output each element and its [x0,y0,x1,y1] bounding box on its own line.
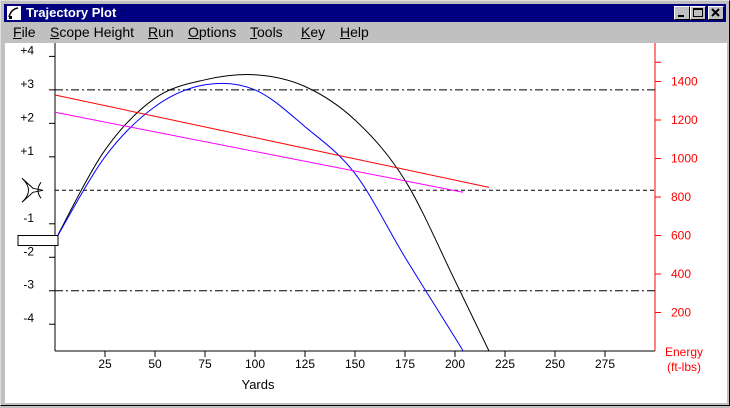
left-tick-label: +3 [20,77,34,91]
close-icon [711,8,720,17]
left-tick-label: +1 [20,144,34,158]
left-tick-label: -3 [23,278,34,292]
right-tick-label: 1200 [671,113,698,127]
left-tick-label: -1 [23,211,34,225]
x-tick-label: 100 [245,357,265,371]
menu-help[interactable]: Help [340,24,369,40]
series-line-3 [54,111,464,193]
left-tick-label: +2 [20,110,34,124]
left-tick-label: -4 [23,311,34,325]
title-bar: Trajectory Plot [4,4,726,22]
x-tick-label: 75 [198,357,212,371]
series-line-0 [54,74,490,352]
x-tick-label: 250 [545,357,565,371]
menu-bar: File Scope Height Run Options Tools Key … [4,22,726,42]
series-line-1 [54,82,464,352]
maximize-icon [693,8,703,17]
right-tick-label: 800 [671,190,691,204]
left-tick-label: +4 [20,43,34,57]
series-line-2 [54,94,490,188]
x-tick-label: 125 [295,357,315,371]
reticle-arc [37,182,42,199]
minimize-icon [678,15,684,17]
menu-file[interactable]: File [13,24,36,40]
x-tick-label: 275 [595,357,615,371]
x-tick-label: 225 [495,357,515,371]
x-tick-label: 175 [395,357,415,371]
trajectory-chart: 25 50 75 100 125 150 175 200 225 250 275 Yards +4 +3 +… [17,43,703,392]
barrel-icon [17,235,59,247]
plot-area: 25 50 75 100 125 150 175 200 225 250 275 Yards +4 +3 +… [5,43,727,403]
rifle-scope-app-icon [7,6,21,20]
right-tick-label: 1400 [671,75,698,89]
right-tick-label: 200 [671,306,691,320]
menu-run[interactable]: Run [148,24,174,40]
right-axis-label-line1: Energy [665,345,703,359]
right-tick-label: 600 [671,229,691,243]
right-axis-label-line2: (ft-lbs) [667,360,701,374]
minimize-button[interactable] [674,6,690,20]
right-tick-label: 400 [671,267,691,281]
right-tick-label: 1000 [671,152,698,166]
menu-scope-height[interactable]: Scope Height [50,24,135,40]
close-button[interactable] [708,6,724,20]
maximize-button[interactable] [690,6,706,20]
menu-tools[interactable]: Tools [250,24,283,40]
x-axis-label: Yards [242,377,275,392]
window-title: Trajectory Plot [26,5,117,20]
menu-key[interactable]: Key [301,24,326,40]
x-tick-label: 200 [445,357,465,371]
scope-reticle-icon [21,177,44,203]
x-tick-label: 25 [98,357,112,371]
x-tick-label: 150 [345,357,365,371]
menu-options[interactable]: Options [188,24,237,40]
left-tick-label: -2 [23,244,34,258]
x-tick-label: 50 [148,357,162,371]
